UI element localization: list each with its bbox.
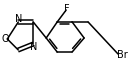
Text: N: N — [15, 15, 22, 24]
Text: F: F — [64, 3, 70, 14]
Text: N: N — [30, 42, 37, 51]
Text: Br: Br — [117, 50, 127, 60]
Text: O: O — [1, 34, 9, 44]
